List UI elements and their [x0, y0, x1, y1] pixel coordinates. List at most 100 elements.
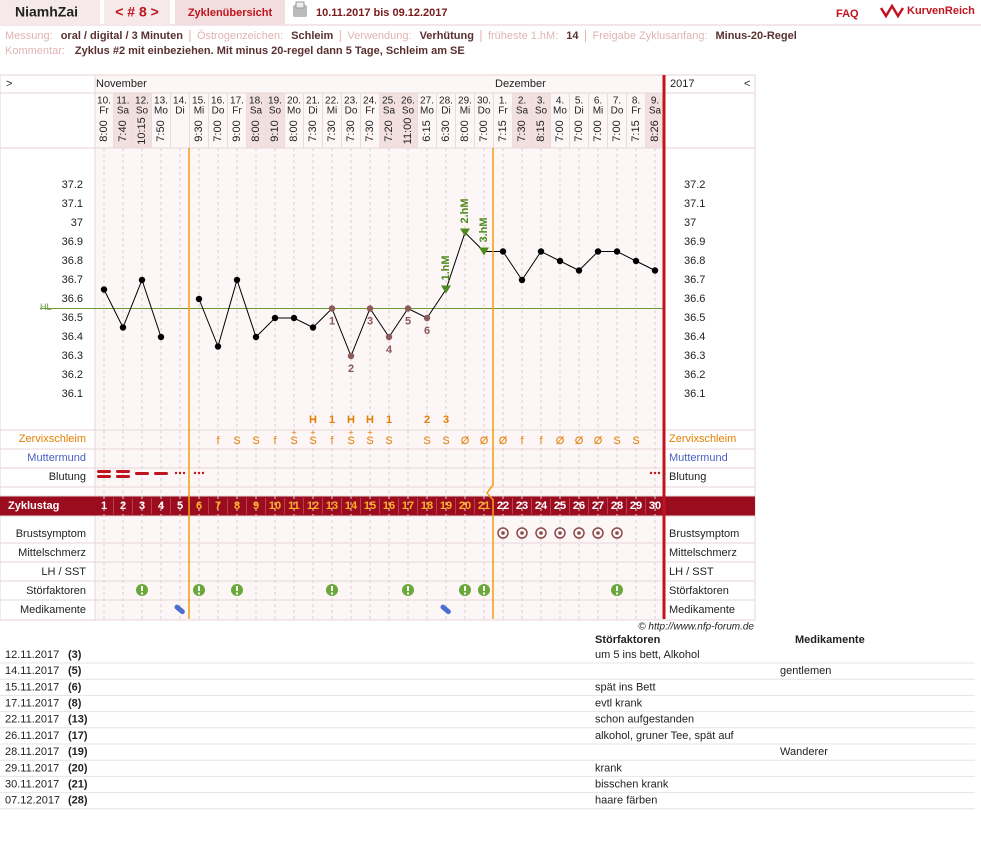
date: 17. [230, 96, 244, 107]
bleeding-spot [174, 471, 178, 475]
cervix: Ø [575, 435, 584, 447]
temperature-point [366, 305, 374, 312]
weekday: Sa [117, 106, 130, 117]
weekday: Mo [154, 106, 168, 117]
temperature-point [214, 343, 222, 350]
y-tick-label: 37 [684, 217, 696, 229]
weekday: So [402, 106, 415, 117]
info-value: 14 [566, 30, 579, 42]
date: 3. [537, 96, 545, 107]
temperature-point [157, 333, 165, 341]
breast-icon-dot [558, 531, 562, 535]
table-cycle-day: (17) [68, 730, 88, 742]
brand-icon [879, 3, 905, 19]
weekday: Do [611, 106, 624, 117]
cycle-day: 10 [269, 500, 281, 512]
overview-link[interactable]: Zyklenübersicht [188, 7, 273, 19]
breast-icon [611, 527, 623, 539]
date: 2. [518, 96, 526, 107]
row-label: Brustsymptom [16, 528, 86, 540]
cycle-nav[interactable]: < # 8 > [115, 4, 159, 20]
disturbance-bar [236, 586, 238, 591]
month: November [96, 78, 147, 90]
table-cycle-day: (28) [68, 795, 88, 807]
y-tick-label: 36.1 [62, 388, 83, 400]
temperature-point [233, 276, 241, 284]
bleeding-spot [182, 471, 186, 475]
breast-icon-dot [539, 531, 543, 535]
y-tick-label: 36.7 [684, 274, 705, 286]
cervix: Ø [480, 435, 489, 447]
time: 7:30 [364, 120, 376, 141]
brand-link[interactable]: KurvenReich [907, 5, 975, 17]
nav-prev[interactable]: > [6, 78, 12, 90]
date: 27. [420, 96, 434, 107]
bleeding-spot [201, 471, 205, 475]
time: 7:15 [630, 120, 642, 141]
date: 9. [651, 96, 659, 107]
table-cycle-day: (13) [68, 714, 88, 726]
y-tick-label: 36.2 [62, 369, 83, 381]
cervix: Ø [594, 435, 603, 447]
time: 7:50 [155, 120, 167, 141]
date: 28. [439, 96, 453, 107]
date: 23. [344, 96, 358, 107]
time: 6:30 [440, 120, 452, 141]
y-tick-label: 37.2 [62, 179, 83, 191]
time: 7:00 [554, 120, 566, 141]
table-cycle-day: (19) [68, 746, 88, 758]
cervix: f [273, 435, 277, 447]
cycle-day: 23 [516, 500, 528, 512]
y-tick-label: 37.2 [684, 179, 705, 191]
breast-icon [592, 527, 604, 539]
peak-mark: H [347, 414, 355, 426]
count-label: 3 [367, 315, 373, 327]
hm-marker [479, 247, 489, 256]
date: 25. [382, 96, 396, 107]
time: 7:00 [592, 120, 604, 141]
row-label: Mittelschmerz [18, 547, 86, 559]
cervix-plus: + [367, 427, 372, 437]
cervix-plus: + [291, 427, 296, 437]
time: 11:00 [402, 118, 414, 145]
date: 22. [325, 96, 339, 107]
disturbance-bar [331, 586, 333, 591]
breast-icon-dot [577, 531, 581, 535]
disturbance-bar [141, 586, 143, 591]
info-value: Zyklus #2 mit einbeziehen. Mit minus 20-… [75, 45, 465, 57]
y-tick-label: 36.4 [62, 331, 83, 343]
count-label: 2 [348, 363, 354, 375]
cycle-day: 19 [440, 500, 452, 512]
temperature-point [119, 324, 127, 331]
time: 9:30 [193, 120, 205, 141]
temperature-point [328, 305, 336, 312]
time: 7:00 [212, 120, 224, 141]
disturbance-dot [198, 592, 200, 595]
weekday: Do [478, 106, 491, 117]
table-disturbance: bisschen krank [595, 779, 669, 791]
breast-icon-dot [501, 531, 505, 535]
y-tick-label: 37.1 [684, 198, 705, 210]
cervix: Ø [499, 435, 508, 447]
hm-marker [460, 228, 470, 237]
nav-next[interactable]: < [744, 78, 750, 90]
weekday: Mo [420, 106, 434, 117]
time: 6:15 [421, 120, 433, 141]
breast-icon-dot [615, 531, 619, 535]
disturbance-dot [236, 592, 238, 595]
breast-icon [516, 527, 528, 539]
cycle-day: 9 [253, 500, 259, 512]
temperature-point [594, 248, 602, 255]
disturbance-bar [198, 586, 200, 591]
faq-link[interactable]: FAQ [836, 8, 859, 20]
cycle-day: 24 [535, 500, 548, 512]
time: 7:30 [516, 120, 528, 141]
table-date: 14.11.2017 [5, 665, 59, 677]
temperature-point [499, 248, 507, 255]
weekday: Do [212, 106, 225, 117]
cycle-day: 3 [139, 500, 145, 512]
cervix: f [330, 435, 334, 447]
table-date: 17.11.2017 [5, 698, 59, 710]
weekend-cell [398, 93, 418, 148]
date: 26. [401, 96, 415, 107]
